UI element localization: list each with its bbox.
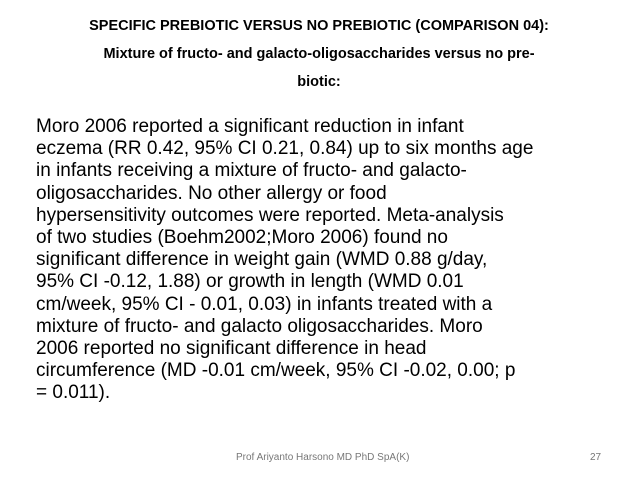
body-line: significant difference in weight gain (W… — [36, 249, 488, 271]
body-line: cm/week, 95% CI - 0.01, 0.03) in infants… — [36, 293, 493, 315]
body-line: hypersensitivity outcomes were reported.… — [36, 204, 504, 226]
title-line: biotic: — [297, 74, 341, 90]
body-line: of two studies (Boehm2002;Moro 2006) fou… — [36, 227, 448, 248]
body-line: 2006 reported no significant difference … — [36, 338, 427, 359]
title-line: Mixture of fructo- and galacto-oligosacc… — [103, 46, 535, 62]
body-line: mixture of fructo- and galacto oligosacc… — [36, 315, 483, 337]
body-line: = 0.011). — [36, 382, 111, 404]
footer-author: Prof Ariyanto Harsono MD PhD SpA(K) — [236, 452, 410, 463]
page-number: 27 — [590, 452, 602, 463]
body-line: 95% CI -0.12, 1.88) or growth in length … — [36, 271, 464, 293]
title-line: SPECIFIC PREBIOTIC VERSUS NO PREBIOTIC (… — [89, 18, 549, 34]
body-line: oligosaccharides. No other allergy or fo… — [36, 182, 387, 204]
body-line: circumference (MD -0.01 cm/week, 95% CI … — [36, 360, 516, 382]
body-line: in infants receiving a mixture of fructo… — [36, 160, 467, 182]
body-line: Moro 2006 reported a significant reducti… — [36, 116, 464, 137]
body-line: eczema (RR 0.42, 95% CI 0.21, 0.84) up t… — [36, 138, 534, 160]
